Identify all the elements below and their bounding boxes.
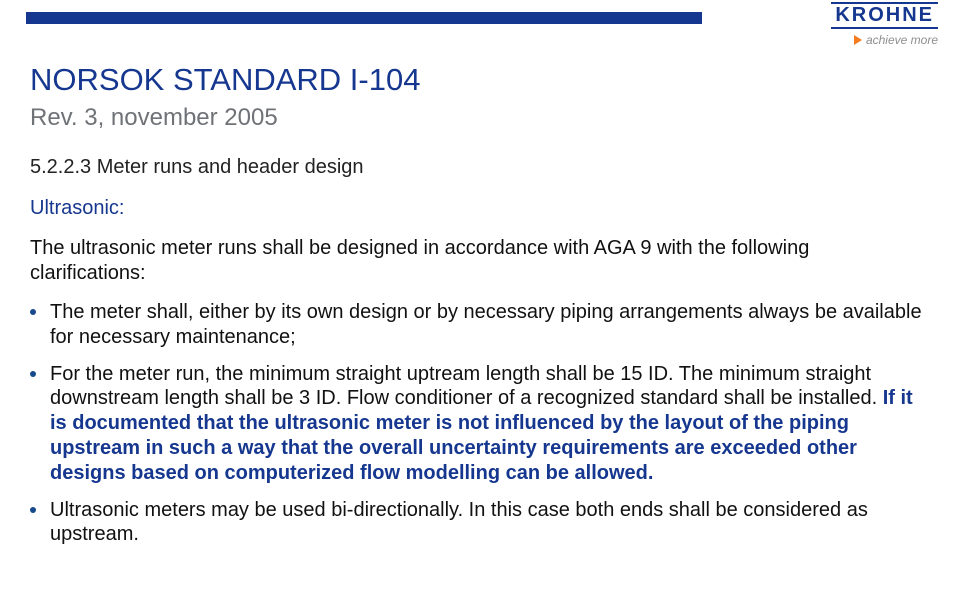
brand-block: KROHNE achieve more [831, 2, 938, 47]
list-item-text: For the meter run, the minimum straight … [50, 363, 883, 410]
list-item-text: Ultrasonic meters may be used bi-directi… [50, 499, 463, 521]
clarifications-list: The meter shall, either by its own desig… [30, 300, 930, 547]
doc-subtitle: Rev. 3, november 2005 [30, 104, 930, 132]
doc-title: NORSOK STANDARD I-104 [30, 62, 930, 98]
triangle-icon [854, 35, 862, 45]
section-subheading: Ultrasonic: [30, 197, 930, 220]
content-area: NORSOK STANDARD I-104 Rev. 3, november 2… [30, 62, 930, 559]
section-number: 5.2.2.3 Meter runs and header design [30, 156, 930, 179]
brand-tagline-text: achieve more [866, 33, 938, 47]
list-item-text: The meter shall, either by its own desig… [50, 301, 922, 348]
brand-logo: KROHNE [831, 2, 938, 29]
page: KROHNE achieve more NORSOK STANDARD I-10… [0, 0, 960, 615]
section-intro: The ultrasonic meter runs shall be desig… [30, 236, 930, 286]
header-stripe [26, 12, 702, 24]
list-item: The meter shall, either by its own desig… [50, 300, 930, 350]
list-item: Ultrasonic meters may be used bi-directi… [50, 498, 930, 548]
brand-tagline: achieve more [831, 33, 938, 47]
list-item: For the meter run, the minimum straight … [50, 362, 930, 486]
